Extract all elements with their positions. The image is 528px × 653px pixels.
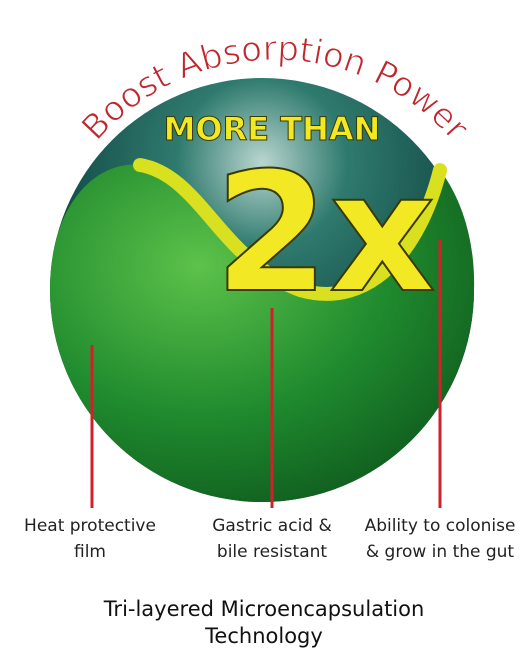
layer-label: Gastric acid &	[212, 516, 332, 536]
layer-label: film	[74, 542, 106, 562]
infographic: Boost Absorption Power MORE THAN 2x Heat…	[0, 0, 528, 653]
headline-value: 2x	[214, 137, 435, 329]
layer-label: bile resistant	[217, 542, 327, 562]
layer-label: & grow in the gut	[366, 542, 515, 562]
layer-label: Heat protective	[24, 516, 156, 536]
page: Boost Absorption Power MORE THAN 2x Heat…	[0, 0, 528, 653]
footer: Tri-layered Microencapsulation	[103, 597, 425, 621]
footer: Technology	[204, 624, 323, 648]
layer-label: Ability to colonise	[365, 516, 516, 536]
